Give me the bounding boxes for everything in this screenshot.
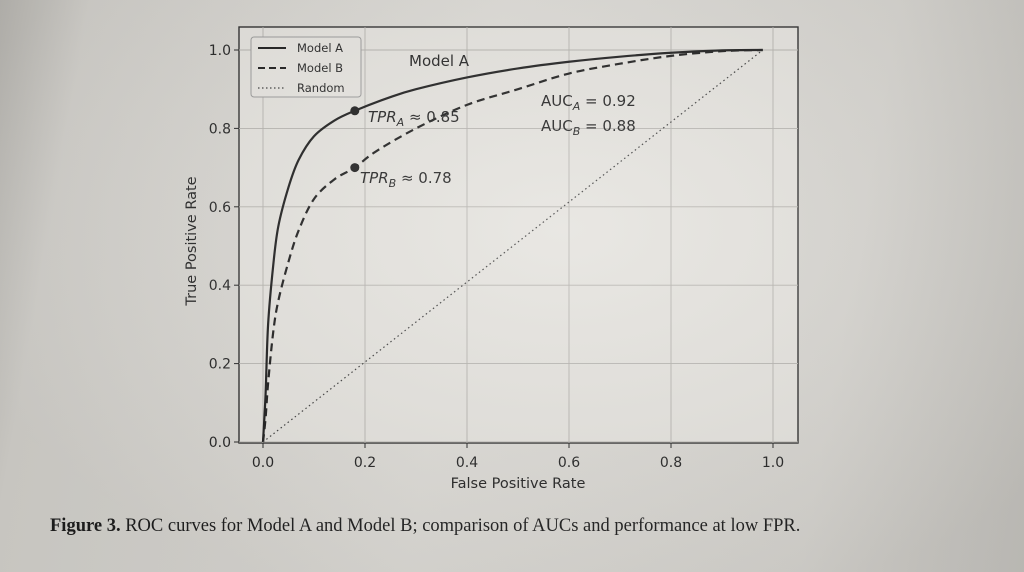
auc-a-main: AUC bbox=[541, 92, 573, 110]
tpr-a-sub: A bbox=[396, 116, 405, 129]
marker-point-a bbox=[350, 106, 360, 116]
tpr-a-main: TPR bbox=[368, 108, 397, 126]
legend: Model A Model B Random bbox=[250, 36, 362, 98]
auc-a-sub: A bbox=[572, 100, 581, 113]
x-tick-label-0: 0.0 bbox=[252, 455, 274, 471]
tpr-b-value: ≈ 0.78 bbox=[396, 169, 452, 187]
y-tick-label-0: 0.0 bbox=[209, 435, 231, 451]
x-tick-label-4: 0.8 bbox=[660, 455, 682, 471]
series-line-random bbox=[262, 49, 764, 443]
tpr-a-value: ≈ 0.85 bbox=[404, 108, 460, 126]
y-axis-label: True Positive Rate bbox=[184, 176, 200, 306]
markers bbox=[350, 106, 360, 173]
auc-b-sub: B bbox=[573, 125, 581, 138]
caption-text: ROC curves for Model A and Model B; comp… bbox=[120, 516, 801, 536]
y-tick-label-3: 0.6 bbox=[209, 200, 231, 216]
y-tick-label-1: 0.2 bbox=[209, 357, 231, 373]
x-tick-label-1: 0.2 bbox=[354, 455, 376, 471]
tpr-b-sub: B bbox=[389, 177, 397, 190]
tpr-b-main: TPR bbox=[360, 169, 389, 187]
x-axis-label: False Positive Rate bbox=[451, 476, 586, 492]
figure-caption: Figure 3. ROC curves for Model A and Mod… bbox=[50, 514, 950, 538]
auc-b-main: AUC bbox=[541, 117, 573, 135]
legend-label-random: Random bbox=[297, 81, 345, 95]
auc-a-value: = 0.92 bbox=[580, 92, 636, 110]
y-tick-label-2: 0.4 bbox=[209, 278, 231, 294]
axes: 0.0 0.2 0.4 0.6 0.8 1.0 0.0 0.2 0.4 0.6 0.8 1.0 bbox=[209, 43, 784, 471]
curve-label-model-a: Model A bbox=[409, 52, 470, 70]
tpr-b-label: TPRB ≈ 0.78 bbox=[360, 169, 452, 190]
auc-b-value: = 0.88 bbox=[580, 117, 636, 135]
auc-b-label: AUCB = 0.88 bbox=[541, 117, 636, 138]
y-tick-label-5: 1.0 bbox=[209, 43, 231, 59]
legend-label-model-b: Model B bbox=[297, 61, 343, 75]
y-tick-label-4: 0.8 bbox=[209, 121, 231, 137]
x-tick-label-2: 0.4 bbox=[456, 455, 478, 471]
tpr-a-label: TPRA ≈ 0.85 bbox=[368, 108, 460, 129]
marker-point-b bbox=[350, 163, 360, 173]
caption-lead: Figure 3. bbox=[50, 516, 121, 536]
x-tick-label-5: 1.0 bbox=[762, 455, 784, 471]
legend-label-model-a: Model A bbox=[297, 41, 343, 55]
legend-box bbox=[250, 36, 362, 98]
x-tick-label-3: 0.6 bbox=[558, 455, 580, 471]
auc-a-label: AUCA = 0.92 bbox=[541, 92, 636, 113]
